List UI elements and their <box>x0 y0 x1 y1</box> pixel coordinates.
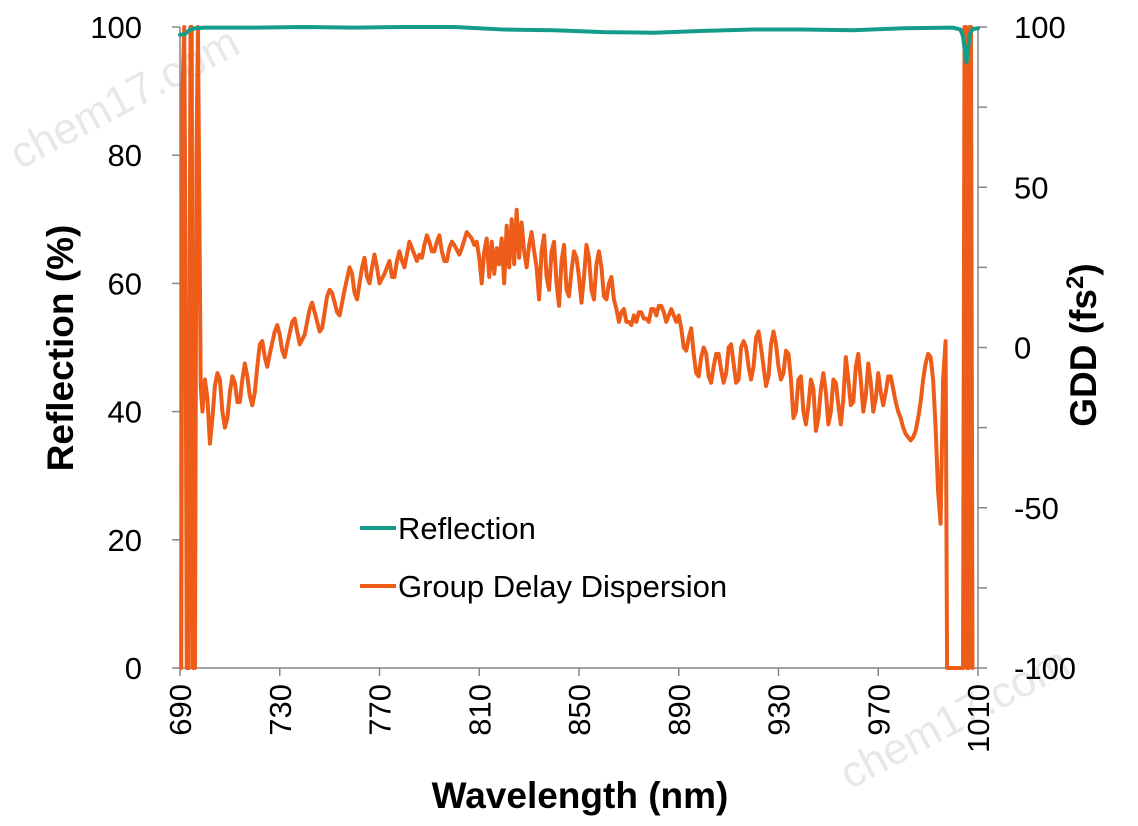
x-axis-title: Wavelength (nm) <box>432 775 729 816</box>
y2-axis-title-base: GDD (fs <box>1063 289 1104 427</box>
y2-tick-label: -50 <box>1014 491 1059 526</box>
series-line-reflection <box>178 25 980 65</box>
x-tick-label: 930 <box>762 684 797 736</box>
y2-tick-label: -100 <box>1014 651 1076 686</box>
x-tick-label: 890 <box>662 684 697 736</box>
y2-axis-title-end: ) <box>1063 263 1104 275</box>
y-tick-label: 0 <box>125 651 142 686</box>
y-tick-label: 40 <box>108 395 142 430</box>
legend-label-reflection: Reflection <box>398 511 536 546</box>
legend-label-gdd: Group Delay Dispersion <box>398 569 727 604</box>
series-line-gdd <box>179 25 975 670</box>
y-tick-label: 60 <box>108 266 142 301</box>
y2-tick-label: 50 <box>1014 170 1048 205</box>
ticks: 690 730 770 810 850 890 930 970 1010 0 20 40 60 80 100… <box>90 10 1076 753</box>
legend: Reflection Group Delay Dispersion <box>360 511 727 604</box>
series-layer <box>178 25 980 670</box>
x-tick-label: 770 <box>363 684 398 736</box>
y-tick-label: 100 <box>90 10 142 45</box>
x-tick-label: 1010 <box>961 684 996 753</box>
y2-axis-title-sup: 2 <box>1062 276 1089 289</box>
x-tick-label: 850 <box>562 684 597 736</box>
watermark-layer: chem17.com chem17.com <box>2 17 1077 799</box>
y2-axis-title: GDD (fs2) <box>1062 263 1104 426</box>
y2-tick-label: 100 <box>1014 10 1066 45</box>
x-tick-label: 690 <box>163 684 198 736</box>
x-tick-label: 810 <box>462 684 497 736</box>
x-tick-label: 730 <box>263 684 298 736</box>
y-tick-label: 20 <box>108 523 142 558</box>
x-tick-label: 970 <box>861 684 896 736</box>
y-axis-title: Reflection (%) <box>40 225 81 472</box>
y-tick-label: 80 <box>108 138 142 173</box>
y2-tick-label: 0 <box>1014 331 1031 366</box>
